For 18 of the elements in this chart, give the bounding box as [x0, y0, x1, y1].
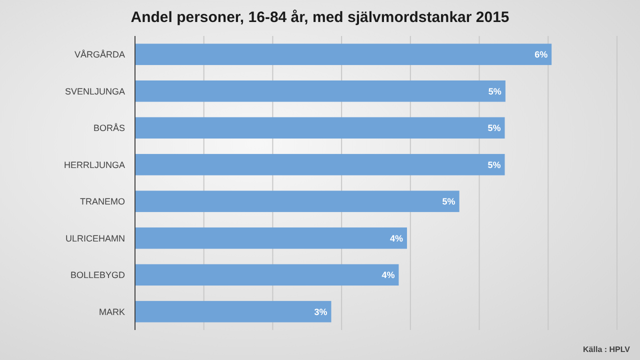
y-tick-label: VÅRGÅRDA — [74, 50, 125, 60]
data-label: 4% — [382, 270, 395, 280]
chart-title: Andel personer, 16-84 år, med självmordstankar 2015 — [130, 9, 510, 26]
y-tick-label: HERRLJUNGA — [64, 160, 125, 170]
data-label: 5% — [488, 123, 501, 134]
y-tick-label: TRANEMO — [80, 196, 125, 207]
data-label: 3% — [314, 306, 328, 317]
y-tick-label: ULRICEHAMN — [65, 233, 125, 244]
y-tick-label: BOLLEBYGD — [70, 270, 126, 280]
y-tick-label: BORÅS — [93, 123, 125, 134]
y-tick-label: SVENLJUNGA — [64, 86, 125, 96]
data-label: 5% — [442, 196, 456, 207]
y-tick-label: MARK — [98, 306, 125, 317]
data-label: 5% — [488, 86, 502, 96]
text: Källa : HPLV — [583, 345, 631, 354]
data-label: 4% — [390, 233, 403, 244]
data-label: 5% — [488, 160, 501, 170]
data-label: 6% — [534, 50, 548, 60]
